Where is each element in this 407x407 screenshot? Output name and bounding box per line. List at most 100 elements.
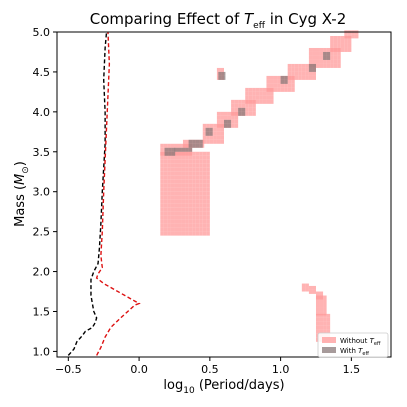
heatmap-cell-series-1: [192, 143, 196, 148]
heatmap-cell-series-0: [323, 295, 327, 300]
heatmap-cell-series-0: [206, 207, 210, 212]
heatmap-cell-series-0: [206, 171, 210, 176]
heatmap-cell-series-0: [206, 223, 210, 228]
heatmap-cell-series-0: [252, 103, 256, 108]
heatmap-cell-series-0: [192, 195, 196, 200]
heatmap-cell-series-0: [231, 99, 235, 104]
heatmap-cell-series-0: [192, 231, 196, 236]
heatmap-cell-series-0: [252, 91, 256, 96]
heatmap-cell-series-0: [206, 139, 210, 144]
heatmap-cell-series-1: [164, 147, 169, 152]
heatmap-cell-series-0: [181, 171, 186, 176]
heatmap-cell-series-0: [266, 91, 270, 96]
heatmap-cell-series-0: [315, 321, 320, 326]
heatmap-cell-series-0: [213, 131, 217, 136]
heatmap-cell-series-0: [170, 195, 175, 200]
heatmap-cell-series-0: [185, 175, 189, 180]
heatmap-cell-series-1: [284, 75, 288, 80]
heatmap-cell-series-0: [262, 91, 267, 96]
heatmap-cell-series-0: [337, 63, 341, 68]
heatmap-cell-series-0: [188, 219, 193, 224]
heatmap-cell-series-0: [170, 179, 175, 184]
heatmap-cell-series-0: [185, 167, 189, 172]
heatmap-cell-series-0: [337, 35, 341, 40]
heatmap-cell-series-0: [195, 155, 200, 160]
heatmap-cell-series-0: [202, 191, 207, 196]
heatmap-cell-series-0: [195, 207, 200, 212]
heatmap-cell-series-1: [181, 147, 186, 152]
heatmap-cell-series-0: [326, 325, 331, 330]
heatmap-cell-series-0: [248, 87, 253, 92]
heatmap-cell-series-0: [315, 295, 320, 300]
heatmap-cell-series-0: [160, 187, 164, 192]
heatmap-cell-series-0: [192, 155, 196, 160]
heatmap-cell-series-0: [319, 63, 324, 68]
y-tick-label: 5.0: [33, 26, 51, 39]
heatmap-cell-series-0: [195, 211, 200, 216]
heatmap-cell-series-0: [188, 167, 193, 172]
heatmap-cell-series-0: [163, 207, 168, 212]
heatmap-cell-series-0: [340, 47, 345, 52]
heatmap-cell-series-0: [323, 299, 327, 304]
heatmap-cell-series-0: [340, 43, 345, 48]
heatmap-cell-series-0: [216, 67, 221, 72]
heatmap-cell-series-0: [181, 191, 186, 196]
heatmap-cell-series-0: [213, 123, 217, 128]
heatmap-cell-series-0: [312, 285, 316, 290]
heatmap-cell-series-0: [319, 59, 324, 64]
heatmap-cell-series-1: [185, 147, 189, 152]
heatmap-cell-series-0: [220, 139, 224, 144]
heatmap-cell-series-0: [185, 171, 189, 176]
heatmap-cell-series-0: [255, 91, 260, 96]
heatmap-cell-series-0: [259, 95, 263, 100]
chart-title-symbol-sub: eff: [253, 21, 266, 31]
heatmap-cell-series-1: [218, 71, 222, 76]
heatmap-cell-series-0: [202, 139, 207, 144]
heatmap-cell-series-0: [188, 191, 193, 196]
heatmap-cell-series-0: [195, 151, 200, 156]
heatmap-cell-series-0: [174, 199, 179, 204]
heatmap-cell-series-0: [315, 329, 320, 334]
heatmap-cell-series-0: [351, 34, 355, 39]
heatmap-cell-series-0: [319, 303, 324, 308]
heatmap-cell-series-1: [221, 75, 226, 80]
heatmap-cell-series-0: [199, 151, 203, 156]
heatmap-cell-series-0: [188, 163, 193, 168]
heatmap-cell-series-0: [224, 115, 228, 120]
heatmap-cell-series-0: [273, 79, 278, 84]
heatmap-cell-series-0: [199, 175, 203, 180]
heatmap-cell-series-0: [315, 51, 320, 56]
heatmap-cell-series-1: [218, 75, 222, 80]
heatmap-cell-series-0: [163, 215, 168, 220]
heatmap-cell-series-1: [209, 131, 213, 136]
heatmap-cell-series-0: [174, 195, 179, 200]
heatmap-cell-series-0: [192, 207, 196, 212]
heatmap-cell-series-0: [213, 127, 217, 132]
heatmap-cell-series-0: [174, 167, 179, 172]
heatmap-cell-series-1: [238, 107, 242, 112]
heatmap-cell-series-0: [234, 99, 239, 104]
heatmap-cell-series-0: [163, 171, 168, 176]
heatmap-cell-series-0: [160, 203, 164, 208]
heatmap-cell-series-0: [160, 211, 164, 216]
heatmap-cell-series-0: [174, 211, 179, 216]
heatmap-cell-series-0: [170, 231, 175, 236]
heatmap-cell-series-0: [340, 39, 345, 44]
heatmap-cell-series-0: [206, 159, 210, 164]
heatmap-cell-series-0: [262, 87, 267, 92]
heatmap-cell-series-0: [312, 75, 316, 80]
heatmap-cell-series-0: [192, 179, 196, 184]
heatmap-cell-series-0: [185, 191, 189, 196]
heatmap-cell-series-0: [301, 283, 306, 288]
heatmap-cell-series-0: [192, 223, 196, 228]
heatmap-cell-series-0: [174, 159, 179, 164]
heatmap-cell-series-0: [266, 79, 270, 84]
heatmap-cell-series-0: [178, 199, 182, 204]
heatmap-cell-series-0: [326, 321, 331, 326]
heatmap-cell-series-0: [220, 111, 224, 116]
heatmap-cell-series-0: [170, 203, 175, 208]
heatmap-cell-series-0: [202, 183, 207, 188]
heatmap-cell-series-0: [308, 71, 313, 76]
heatmap-cell-series-0: [178, 207, 182, 212]
